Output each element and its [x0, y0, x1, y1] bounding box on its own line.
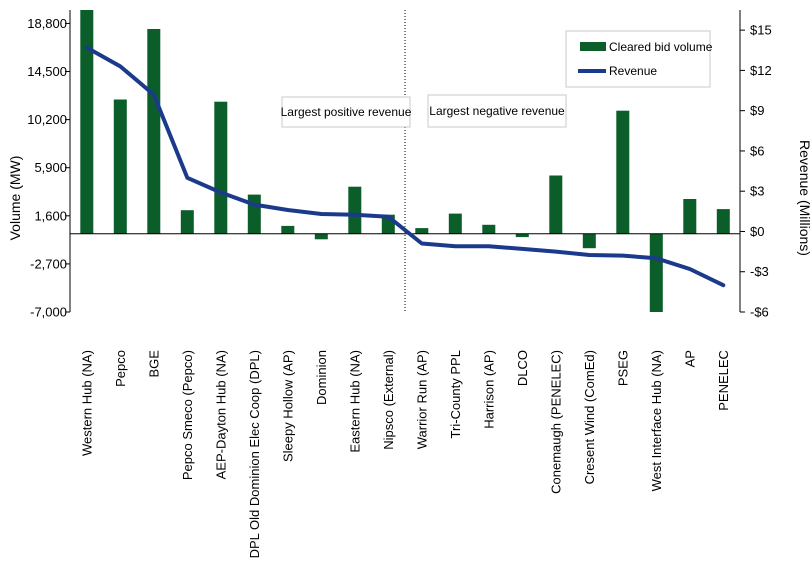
category-label-3: Pepco Smeco (Pepco): [180, 350, 195, 480]
category-label-10: Warrior Run (AP): [414, 350, 429, 449]
bar-12: [482, 224, 496, 234]
bar-18: [683, 199, 697, 234]
category-label-17: West Interface Hub (NA): [649, 350, 664, 491]
category-label-11: Tri-County PPL: [448, 350, 463, 438]
category-label-1: Pepco: [113, 350, 128, 387]
category-label-0: Western Hub (NA): [79, 350, 94, 456]
legend-bar-swatch: [580, 42, 606, 51]
category-labels: Western Hub (NA) Pepco BGE Pepco Smeco (Pep…: [79, 350, 731, 559]
bar-16: [616, 110, 630, 234]
revenue-line: [84, 45, 726, 288]
y2-tick-label-6: -$3: [750, 264, 769, 279]
y2-tick-label-3: $6: [750, 143, 764, 158]
y-tick-label-1: 14,500: [27, 64, 67, 79]
bar-6: [281, 225, 295, 234]
category-label-8: Eastern Hub (NA): [347, 350, 362, 453]
category-label-2: BGE: [146, 350, 161, 378]
y-tick-label-2: 10,200: [27, 112, 67, 127]
category-label-7: Dominion: [314, 350, 329, 405]
annotation-negative-text: Largest negative revenue: [429, 104, 565, 118]
category-label-13: DLCO: [515, 350, 530, 386]
bar-17: [649, 233, 663, 312]
bar-0: [80, 10, 94, 234]
bar-4: [214, 101, 228, 234]
category-label-16: PSEG: [615, 350, 630, 386]
category-label-6: Sleepy Hollow (AP): [280, 350, 295, 462]
y2-tick-label-4: $3: [750, 184, 764, 199]
annotation-positive: Largest positive revenue: [281, 96, 412, 128]
bar-1: [113, 99, 127, 234]
bar-14: [549, 175, 563, 234]
bar-15: [582, 233, 596, 249]
tick-group: 18,800 14,500 10,200 5,900 1,600 -2,700 -7,000…: [27, 16, 771, 320]
bar-11: [448, 213, 462, 234]
y2-tick-label-0: $15: [750, 23, 772, 38]
y-tick-label-6: -7,000: [30, 305, 67, 320]
y2-tick-label-7: -$6: [750, 305, 769, 320]
category-label-15: Cresent Wind (ComEd): [582, 350, 597, 484]
annotation-positive-text: Largest positive revenue: [281, 105, 412, 119]
bar-10: [415, 228, 429, 234]
y2-axis-title: Revenue (Millions): [797, 140, 812, 256]
annotation-negative-box: [427, 94, 567, 128]
category-label-19: PENELEC: [716, 350, 731, 411]
bar-13: [515, 233, 529, 238]
y-tick-label-0: 18,800: [27, 16, 67, 31]
legend-box: [565, 30, 711, 88]
y2-tick-label-5: $0: [750, 224, 764, 239]
category-label-18: AP: [682, 350, 697, 367]
y-axis-title: Volume (MW): [7, 156, 23, 241]
annotation-positive-box: [281, 96, 411, 128]
bar-5: [247, 194, 261, 234]
bar-8: [348, 186, 362, 234]
y-tick-label-4: 1,600: [34, 208, 67, 223]
annotation-negative: Largest negative revenue: [427, 94, 567, 128]
bar-19: [716, 209, 730, 234]
bar-group: [80, 10, 730, 312]
bar-3: [180, 210, 194, 234]
bar-7: [314, 233, 328, 240]
y-tick-label-5: -2,700: [30, 256, 67, 271]
category-label-14: Conemaugh (PENELEC): [548, 350, 563, 494]
y-tick-label-3: 5,900: [34, 160, 67, 175]
category-label-9: Nipsco (External): [381, 350, 396, 450]
legend: Cleared bid volume Revenue: [565, 30, 713, 88]
bar-2: [147, 29, 161, 234]
category-label-4: AEP-Dayton Hub (NA): [213, 350, 228, 479]
category-label-5: DPL Old Dominion Elec Coop (DPL): [247, 350, 262, 558]
legend-label-revenue: Revenue: [609, 64, 657, 78]
y2-tick-label-2: $9: [750, 103, 764, 118]
y2-tick-label-1: $12: [750, 63, 772, 78]
category-label-12: Harrison (AP): [481, 350, 496, 429]
legend-label-volume: Cleared bid volume: [609, 40, 713, 54]
